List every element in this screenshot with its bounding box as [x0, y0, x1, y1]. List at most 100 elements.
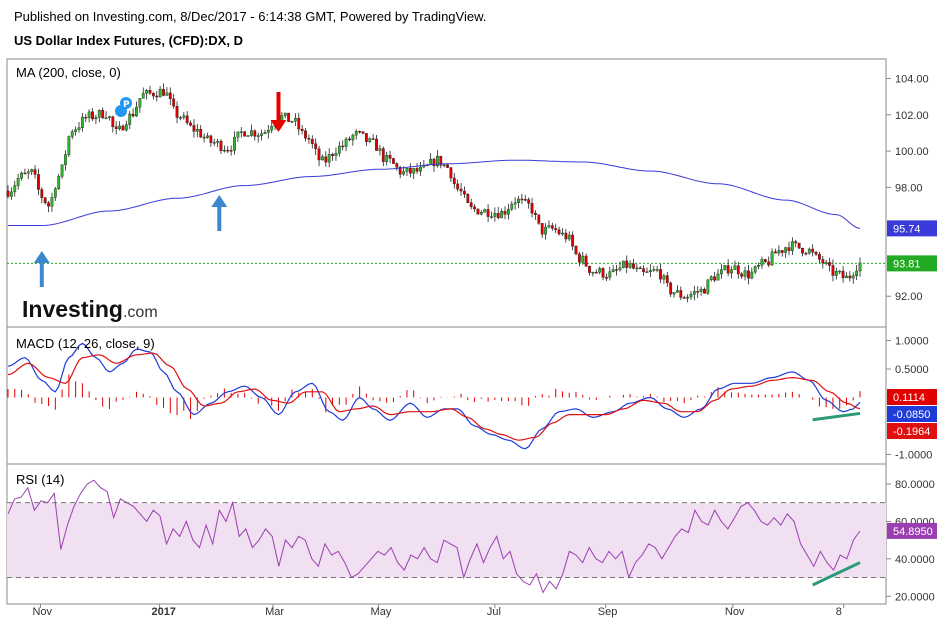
candle-body — [67, 136, 71, 155]
candle-body — [550, 225, 554, 229]
signal-value-tag: -0.1964 — [893, 426, 930, 438]
candle-body — [260, 133, 263, 136]
candle-body — [263, 132, 267, 134]
candle-body — [757, 265, 760, 267]
candle-body — [648, 270, 652, 272]
candle-body — [344, 138, 348, 147]
candle-body — [730, 269, 733, 274]
candle-body — [442, 164, 446, 167]
candle-body — [530, 203, 534, 214]
pin-marker-icon[interactable]: P — [115, 97, 132, 117]
candle-body — [408, 168, 412, 174]
candle-body — [571, 234, 575, 247]
candle-body — [834, 270, 838, 276]
candle-body — [94, 116, 98, 120]
candle-body — [676, 290, 679, 293]
candle-body — [581, 255, 585, 263]
candle-body — [206, 135, 209, 138]
candle-body — [601, 268, 605, 278]
candle-body — [432, 158, 436, 167]
macd-pane — [7, 342, 861, 450]
candle-body — [770, 251, 774, 266]
candle-body — [246, 135, 250, 137]
candle-body — [47, 202, 50, 207]
candle-body — [179, 117, 182, 119]
candle-body — [429, 158, 433, 166]
candle-body — [547, 225, 551, 228]
ma-value-tag: 95.74 — [893, 223, 921, 235]
candle-body — [43, 197, 47, 204]
candle-body — [283, 112, 287, 116]
candle-body — [801, 247, 804, 254]
signal-line — [7, 352, 861, 441]
candle-body — [97, 109, 101, 118]
x-tick-label: Sep — [598, 606, 618, 618]
candle-body — [80, 116, 84, 128]
candle-body — [747, 270, 750, 279]
candle-body — [780, 250, 784, 253]
candle-body — [665, 275, 669, 284]
candle-body — [195, 128, 199, 132]
candle-body — [375, 138, 378, 151]
candle-body — [141, 93, 145, 99]
candle-body — [736, 265, 740, 275]
candle-body — [763, 259, 767, 263]
rsi-tick: 80.0000 — [895, 479, 935, 491]
candle-body — [158, 88, 162, 98]
candle-body — [733, 265, 737, 270]
macd-line — [7, 342, 861, 450]
x-tick-label: Mar — [265, 606, 284, 618]
candle-body — [537, 214, 541, 224]
candle-body — [659, 269, 662, 280]
candle-body — [219, 140, 223, 151]
candle-body — [256, 135, 260, 137]
candle-body — [456, 183, 460, 190]
arrow-down-icon — [270, 120, 287, 132]
candle-body — [760, 259, 764, 266]
candle-body — [419, 166, 422, 172]
candle-body — [486, 209, 490, 217]
candle-body — [811, 248, 815, 253]
candle-body — [452, 177, 456, 185]
candle-body — [699, 288, 703, 292]
candle-body — [554, 228, 558, 231]
candle-body — [304, 130, 307, 139]
candle-body — [405, 168, 409, 172]
axes: 104.00 102.00 100.00 98.00 92.00 1.0000 0.5000… — [32, 74, 937, 618]
candle-body — [229, 150, 233, 152]
candle-body — [310, 139, 314, 144]
rsi-value-tag-bg — [887, 522, 937, 539]
candle-body — [645, 271, 649, 273]
signal-value-tag-bg — [887, 423, 937, 439]
investing-logo: Investing.com — [22, 296, 158, 322]
candle-body — [577, 253, 581, 263]
svg-text:P: P — [123, 100, 130, 110]
candle-body — [828, 262, 831, 266]
candle-body — [848, 275, 852, 279]
candle-body — [70, 131, 74, 137]
candle-body — [851, 275, 855, 279]
candle-body — [216, 140, 220, 143]
candle-body — [209, 135, 213, 143]
macd-value-tag-bg — [887, 406, 937, 422]
candle-body — [175, 105, 179, 118]
candle-body — [435, 155, 439, 167]
candle-body — [709, 276, 713, 281]
candle-body — [594, 271, 598, 274]
rsi-pane — [7, 479, 861, 594]
candle-body — [135, 106, 138, 117]
chart-area[interactable]: 104.00 102.00 100.00 98.00 92.00 1.0000 0.5000… — [0, 55, 945, 624]
candle-body — [821, 259, 825, 264]
candle-body — [618, 267, 622, 271]
candle-body — [155, 95, 159, 98]
candle-body — [243, 131, 247, 137]
candle-body — [392, 158, 395, 164]
last-price-tag-bg — [887, 255, 937, 272]
candle-body — [483, 209, 487, 213]
candle-body — [327, 154, 331, 163]
candle-body — [628, 263, 632, 268]
candle-body — [598, 268, 602, 273]
candle-body — [716, 273, 720, 281]
rsi-value-tag: 54.8950 — [893, 526, 933, 538]
candle-body — [591, 271, 595, 274]
